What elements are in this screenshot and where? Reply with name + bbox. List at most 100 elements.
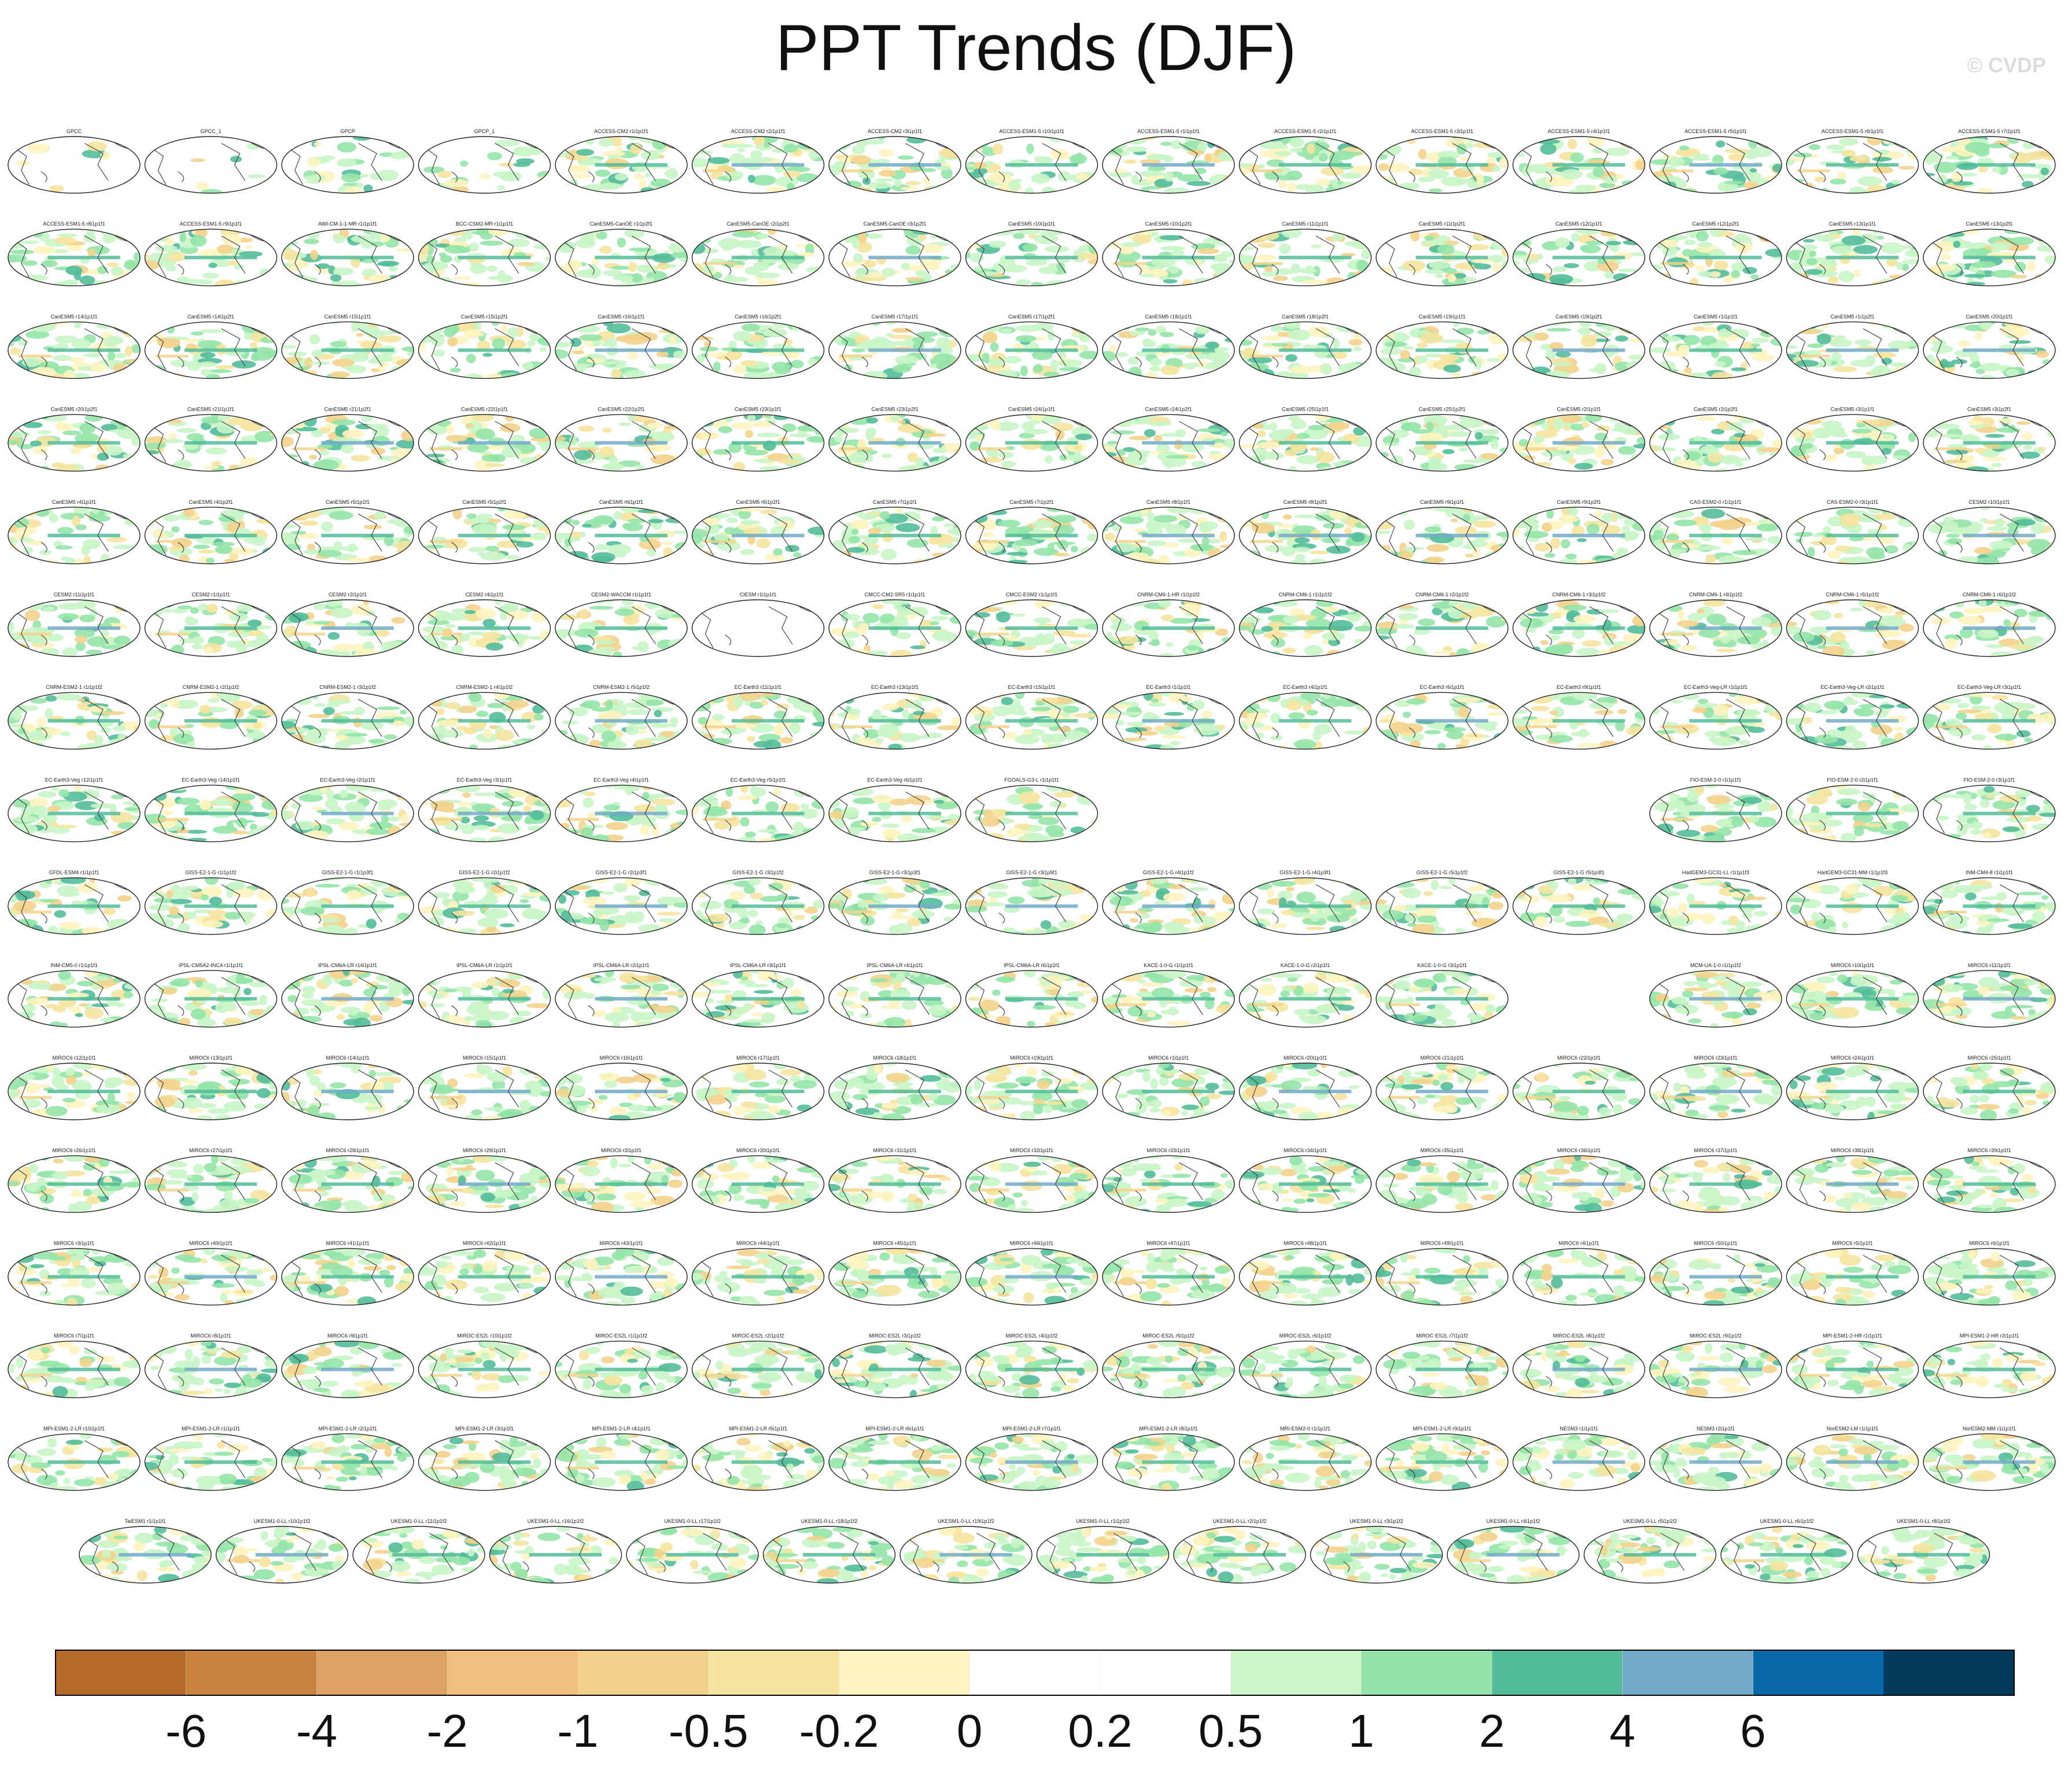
- trend-cell: [852, 619, 861, 629]
- trend-cell: [1131, 175, 1139, 185]
- trend-cell: [2038, 447, 2047, 452]
- trend-cell: [732, 231, 757, 238]
- panel-field: [1239, 137, 1371, 193]
- trend-cell: [1443, 268, 1457, 274]
- trend-cell: [1345, 152, 1363, 156]
- trend-cell: [341, 443, 354, 453]
- equatorial-band: [458, 348, 531, 352]
- trend-cell: [404, 607, 414, 615]
- trend-cell: [1473, 229, 1492, 241]
- trend-cell: [1166, 455, 1189, 459]
- equatorial-band: [1826, 256, 1899, 260]
- trend-cell: [744, 449, 768, 456]
- trend-cell: [282, 429, 298, 435]
- trend-cell: [293, 322, 304, 330]
- trend-cell: [37, 430, 51, 434]
- trend-cell: [1650, 159, 1673, 165]
- panel-map: CIESM r1i1p1f1: [691, 592, 825, 657]
- trend-cell: [291, 370, 309, 379]
- trend-cell: [1328, 422, 1350, 430]
- equatorial-band: [1278, 256, 1352, 260]
- trend-cell: [1160, 331, 1174, 337]
- trend-cell: [1496, 276, 1507, 281]
- panel-border: [1649, 136, 1782, 194]
- trend-cell: [1760, 508, 1780, 515]
- trend-cell: [1176, 516, 1188, 521]
- trend-cell: [1978, 165, 1988, 173]
- trend-cell: [163, 253, 171, 259]
- trend-cell: [650, 179, 672, 187]
- trend-cell: [370, 447, 386, 455]
- drying-band: [1797, 355, 1830, 358]
- trend-cell: [1658, 433, 1680, 441]
- trend-cell: [974, 161, 987, 169]
- trend-cell: [290, 465, 305, 471]
- trend-cell: [1214, 507, 1230, 515]
- trend-cell: [503, 510, 526, 520]
- trend-cell: [819, 366, 824, 371]
- trend-cell: [1728, 153, 1745, 161]
- panel-title: GPCC: [67, 128, 82, 134]
- trend-cell: [1513, 231, 1523, 242]
- trend-cell: [1072, 281, 1081, 286]
- trend-cell: [282, 367, 292, 379]
- trend-cell: [1477, 329, 1490, 335]
- trend-cell: [1650, 264, 1662, 271]
- trend-cell: [751, 157, 773, 163]
- trend-cell: [1211, 600, 1231, 606]
- trend-cell: [1495, 234, 1508, 240]
- trend-cell: [1907, 152, 1919, 160]
- trend-cell: [1500, 231, 1508, 239]
- trend-cell: [1802, 239, 1815, 243]
- trend-cell: [1218, 151, 1234, 161]
- trend-cell: [1056, 262, 1066, 271]
- trend-cell: [699, 346, 719, 352]
- trend-cell: [1047, 543, 1055, 553]
- trend-cell: [844, 322, 854, 327]
- trend-cell: [426, 256, 436, 263]
- trend-cell: [126, 507, 140, 518]
- trend-cell: [1571, 233, 1580, 242]
- trend-cell: [990, 639, 1013, 647]
- trend-cell: [857, 232, 867, 244]
- trend-cell: [1045, 455, 1053, 464]
- panel-title: CanESM5 r22i1p1f1: [461, 407, 508, 412]
- trend-cell: [1439, 353, 1459, 361]
- panel-title: CanESM5 r15i1p1f1: [324, 313, 371, 319]
- trend-cell: [592, 515, 614, 525]
- trend-cell: [1331, 178, 1341, 189]
- drying-band: [1249, 540, 1283, 543]
- trend-cell: [454, 276, 471, 281]
- trend-cell: [1473, 263, 1491, 270]
- equatorial-band: [1552, 256, 1625, 260]
- trend-cell: [943, 278, 955, 286]
- trend-cell: [1669, 549, 1681, 558]
- trend-cell: [1650, 230, 1660, 235]
- trend-cell: [1110, 623, 1133, 632]
- trend-cell: [32, 246, 56, 254]
- trend-cell: [101, 644, 126, 650]
- trend-cell: [1053, 552, 1070, 556]
- trend-cell: [849, 452, 873, 463]
- trend-cell: [1502, 178, 1508, 184]
- trend-cell: [1001, 460, 1016, 468]
- trend-cell: [1650, 326, 1660, 337]
- trend-cell: [676, 460, 687, 470]
- trend-cell: [1976, 557, 2000, 564]
- trend-cell: [967, 418, 982, 426]
- trend-cell: [1528, 229, 1552, 235]
- trend-cell: [1816, 333, 1831, 345]
- trend-cell: [1886, 559, 1900, 564]
- trend-cell: [1786, 514, 1793, 521]
- trend-cell: [10, 249, 35, 254]
- panel-border: [1238, 136, 1372, 194]
- trend-cell: [1599, 182, 1616, 189]
- trend-cell: [872, 508, 880, 513]
- trend-cell: [289, 600, 297, 606]
- trend-cell: [1555, 237, 1570, 248]
- trend-cell: [667, 600, 687, 606]
- trend-cell: [534, 643, 551, 651]
- trend-cell: [418, 458, 432, 463]
- trend-cell: [1339, 281, 1348, 286]
- trend-cell: [110, 266, 124, 276]
